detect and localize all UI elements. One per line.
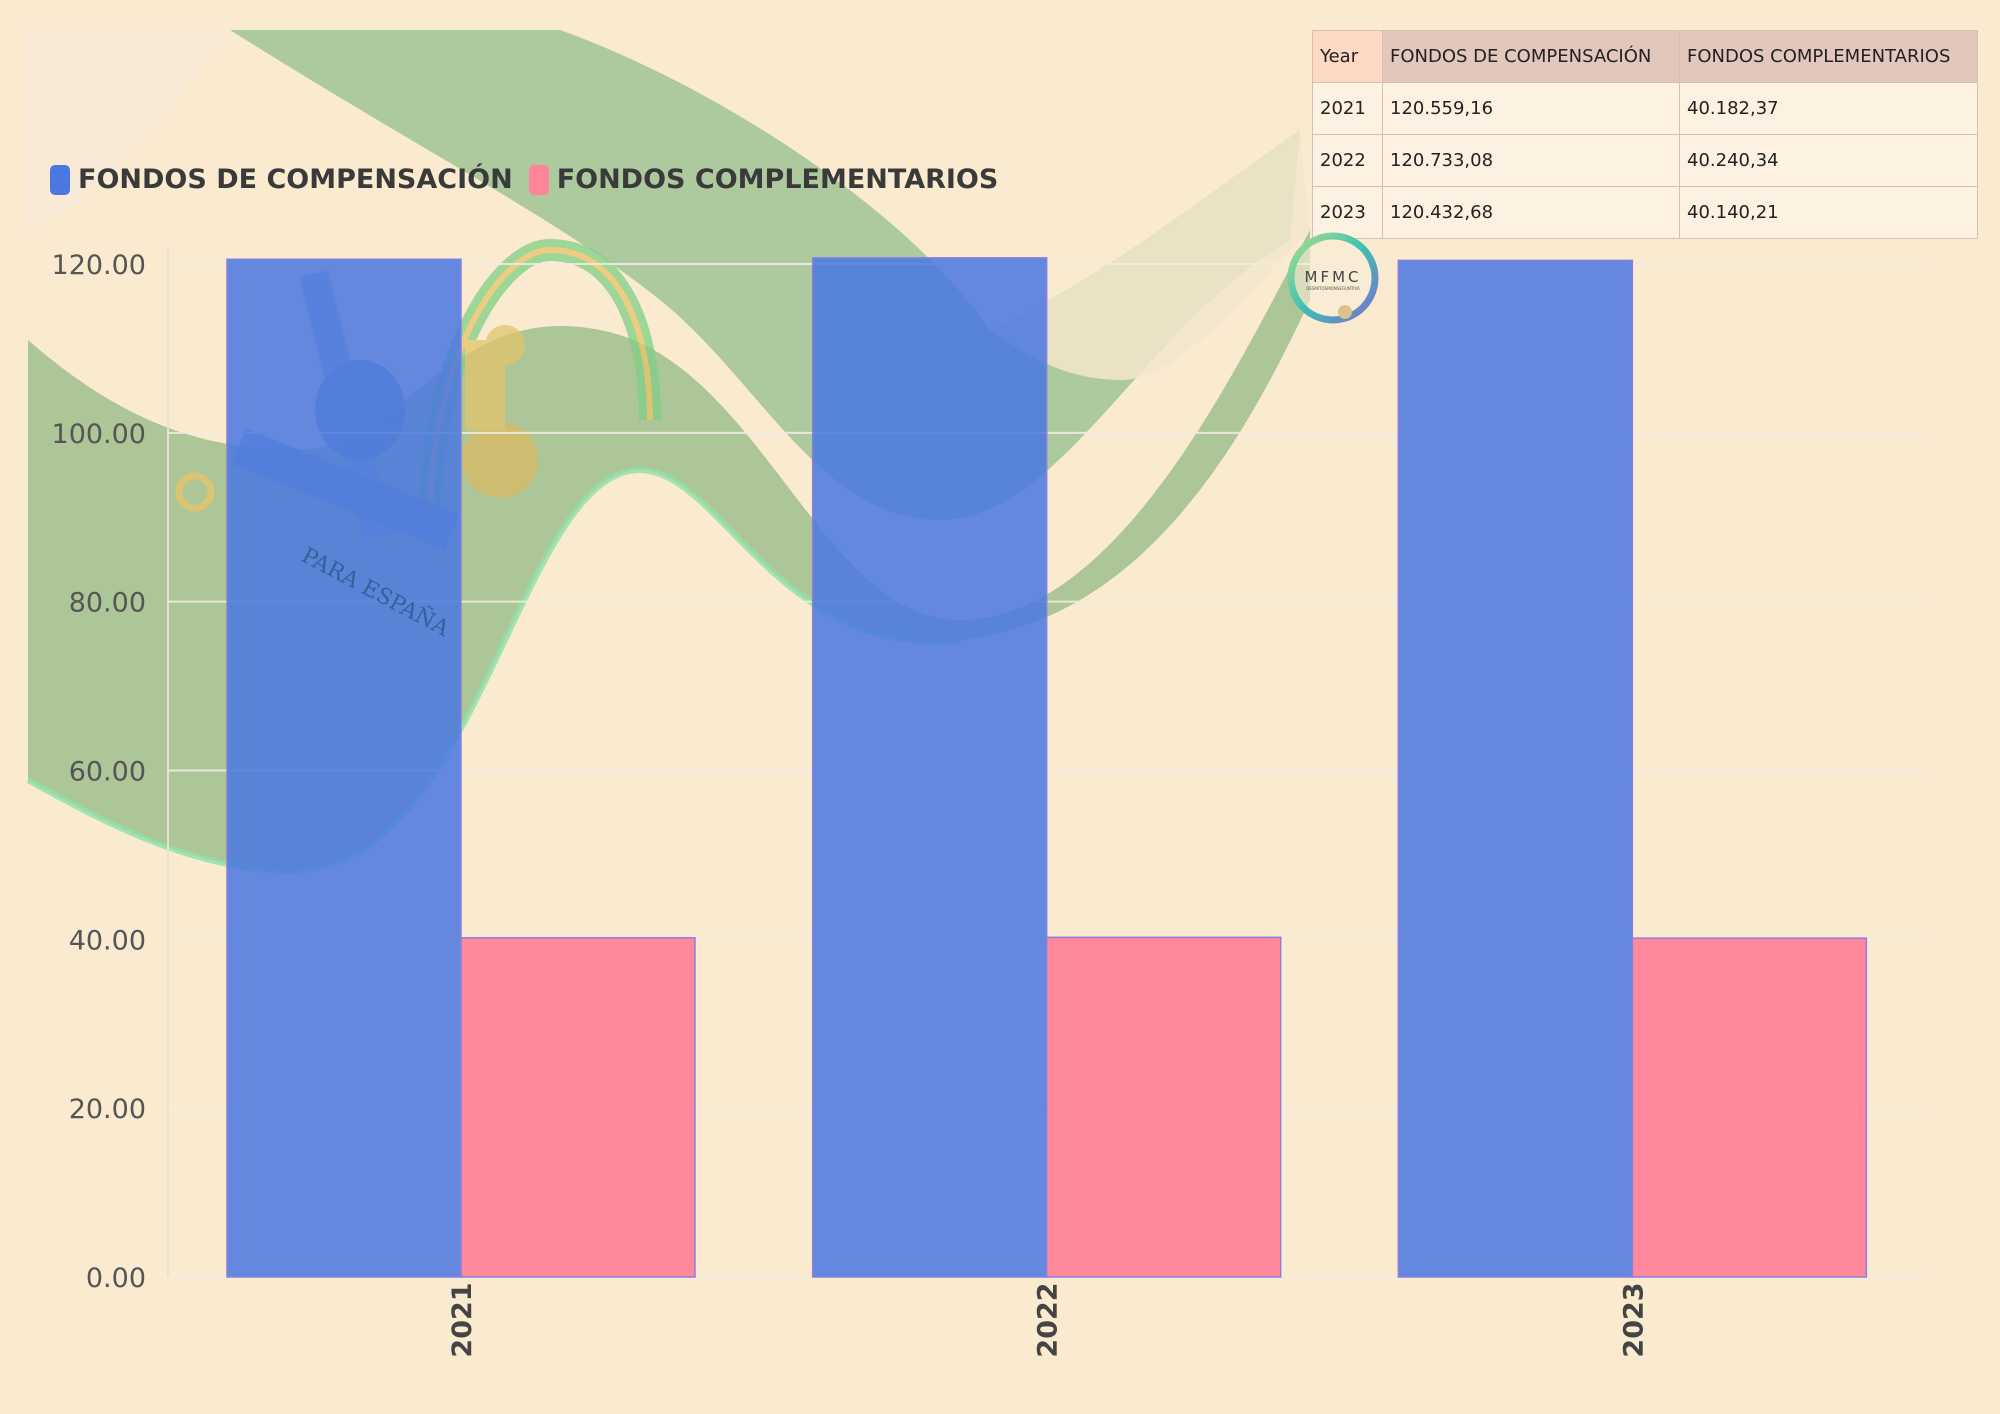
legend-swatch-compensacion <box>50 164 70 195</box>
bar-complementarios-2022[interactable] <box>1045 936 1282 1278</box>
table-cell-complementarios: 40.140,21 <box>1679 186 1978 239</box>
table-cell-year: 2023 <box>1312 186 1383 239</box>
table-row: 2023 120.432,68 40.140,21 <box>1312 186 1978 239</box>
y-tick-label: 60.00 <box>69 757 146 788</box>
legend-item-complementarios[interactable]: FONDOS COMPLEMENTARIOS <box>528 164 999 195</box>
table-header-compensacion: FONDOS DE COMPENSACIÓN <box>1382 30 1680 83</box>
mfmc-logo: MFMC DESMITOSMONSEGUNTIVA <box>1287 232 1379 324</box>
y-tick-label: 120.00 <box>52 250 146 281</box>
y-tick-label: 20.00 <box>69 1094 146 1125</box>
logo-text: MFMC <box>1305 268 1362 286</box>
table-row: 2021 120.559,16 40.182,37 <box>1312 82 1978 135</box>
x-tick-label: 2021 <box>447 1282 478 1357</box>
legend-swatch-complementarios <box>528 164 549 195</box>
bars <box>226 257 1868 1278</box>
bar-compensacion-2021[interactable] <box>226 258 462 1278</box>
legend-item-compensacion[interactable]: FONDOS DE COMPENSACIÓN <box>50 164 513 195</box>
table-cell-complementarios: 40.182,37 <box>1679 82 1978 135</box>
table-header-row: Year FONDOS DE COMPENSACIÓN FONDOS COMPL… <box>1312 30 1978 83</box>
bar-complementarios-2021[interactable] <box>460 937 696 1278</box>
y-tick-label: 40.00 <box>69 925 146 956</box>
table-cell-compensacion: 120.559,16 <box>1382 82 1680 135</box>
y-tick-label: 80.00 <box>69 588 146 619</box>
table-cell-compensacion: 120.733,08 <box>1382 134 1680 187</box>
table-header-complementarios: FONDOS COMPLEMENTARIOS <box>1679 30 1978 83</box>
legend-label-compensacion: FONDOS DE COMPENSACIÓN <box>78 164 513 195</box>
bar-complementarios-2023[interactable] <box>1631 937 1868 1278</box>
y-tick-label: 100.00 <box>52 419 146 450</box>
y-tick-label: 0.00 <box>86 1263 146 1294</box>
table-cell-complementarios: 40.240,34 <box>1679 134 1978 187</box>
legend-label-complementarios: FONDOS COMPLEMENTARIOS <box>556 164 999 195</box>
x-tick-label: 2023 <box>1618 1282 1649 1357</box>
table-cell-compensacion: 120.432,68 <box>1382 186 1680 239</box>
table-cell-year: 2022 <box>1312 134 1383 187</box>
data-table: Year FONDOS DE COMPENSACIÓN FONDOS COMPL… <box>1312 30 1978 239</box>
legend: FONDOS DE COMPENSACIÓN FONDOS COMPLEMENT… <box>50 164 1004 195</box>
bar-compensacion-2023[interactable] <box>1397 259 1634 1278</box>
table-row: 2022 120.733,08 40.240,34 <box>1312 134 1978 187</box>
bar-compensacion-2022[interactable] <box>811 257 1048 1278</box>
x-axis-ticks: 2021 2022 2023 <box>447 1282 1649 1357</box>
x-tick-label: 2022 <box>1033 1282 1064 1357</box>
table-cell-year: 2021 <box>1312 82 1383 135</box>
y-axis-ticks: 0.00 20.00 40.00 60.00 80.00 100.00 120.00 <box>52 250 146 1294</box>
logo-subtext: DESMITOSMONSEGUNTIVA <box>1306 286 1360 291</box>
table-header-year: Year <box>1312 30 1383 83</box>
